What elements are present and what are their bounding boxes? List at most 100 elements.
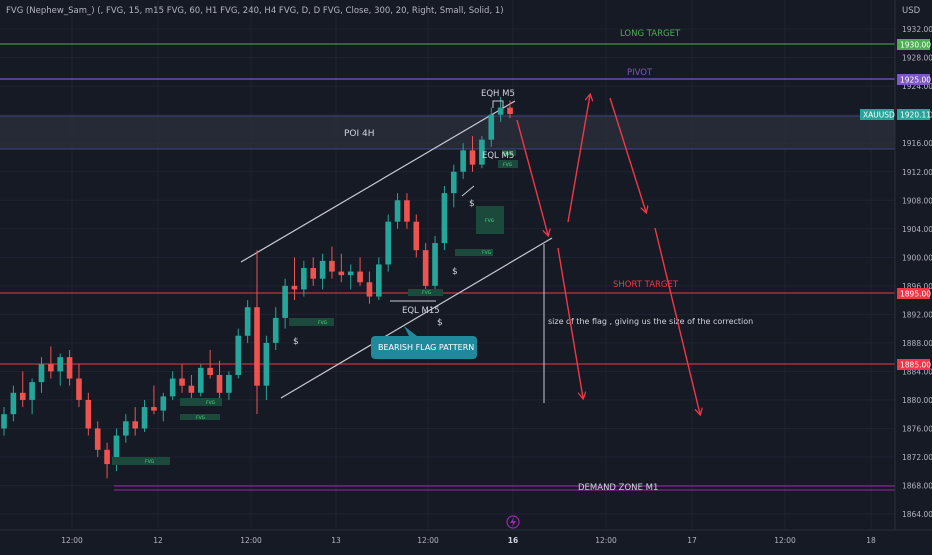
demand-zone-label: DEMAND ZONE M1	[578, 483, 658, 493]
liquidity-dollar-marker: $	[437, 318, 443, 328]
time-tick-label: 16	[508, 536, 518, 545]
candle-body[interactable]	[488, 114, 495, 140]
candle-body[interactable]	[76, 378, 82, 400]
time-axis[interactable]: 12:00 12 12:00 13 12:00 16 12:00 17 12:00 18	[0, 529, 932, 545]
time-tick-label: 12:00	[240, 536, 262, 545]
current-price-text: 1920.11	[900, 111, 931, 120]
candle-body[interactable]	[151, 407, 157, 411]
time-tick-label: 12:00	[595, 536, 617, 545]
flag-lower-trendline[interactable]	[280, 237, 553, 399]
fvg-label: FVG	[485, 218, 495, 224]
time-tick-label: 12:00	[61, 536, 83, 545]
projection-arrow-up	[567, 95, 590, 223]
candle-body[interactable]	[66, 357, 73, 379]
candle-body[interactable]	[123, 421, 129, 436]
fvg-label: FVG	[206, 400, 216, 406]
price-badge-1930-text: 1930.00	[900, 41, 931, 50]
time-tick-label: 13	[331, 536, 341, 545]
candle-body[interactable]	[263, 342, 270, 386]
candle-body[interactable]	[319, 260, 326, 279]
price-badge-1925	[897, 74, 930, 85]
fvg-box	[112, 457, 170, 465]
candle-body[interactable]	[19, 392, 26, 400]
candle-body[interactable]	[244, 307, 251, 336]
bearish-flag-callout[interactable]	[371, 336, 477, 359]
candle-body[interactable]	[507, 107, 513, 114]
projection-arrow-down	[557, 247, 583, 398]
candle-body[interactable]	[188, 385, 195, 393]
projection-arrow-down	[516, 119, 548, 235]
candle-body[interactable]	[48, 364, 54, 372]
candle-body[interactable]	[450, 171, 457, 194]
time-axis-ticks: 12:00 12 12:00 13 12:00 16 12:00 17 12:00 18	[61, 536, 876, 545]
price-tick-label: 1900.00	[902, 253, 932, 262]
candle-body[interactable]	[385, 221, 391, 265]
candle-body[interactable]	[497, 107, 504, 115]
candle-body[interactable]	[366, 282, 373, 297]
projection-arrows	[516, 95, 700, 414]
eql-m5-label: EQL M5	[482, 151, 514, 161]
candle-body[interactable]	[169, 378, 176, 397]
price-badge-1895	[897, 288, 930, 299]
candle-body[interactable]	[197, 367, 204, 393]
symbol-badge-text: XAUUSD	[863, 111, 895, 120]
lightning-icon[interactable]	[506, 515, 520, 529]
candle-body[interactable]	[413, 221, 420, 251]
candle-body[interactable]	[29, 382, 35, 400]
candle-body[interactable]	[141, 407, 148, 429]
candle-body[interactable]	[85, 399, 92, 429]
candle-body[interactable]	[272, 317, 279, 343]
indicator-legend[interactable]: FVG (Nephew_Sam_) (, FVG, 15, m15 FVG, 6…	[6, 6, 504, 16]
eqh-m5-marker	[492, 100, 504, 108]
candle-body[interactable]	[376, 264, 382, 297]
candle-body[interactable]	[291, 285, 298, 290]
candle-body[interactable]	[422, 250, 429, 286]
candle-body[interactable]	[179, 378, 185, 386]
candle-body[interactable]	[282, 285, 288, 318]
candle-body[interactable]	[469, 150, 476, 165]
price-badge-1895-text: 1895.00	[900, 290, 931, 299]
candle-body[interactable]	[301, 268, 307, 290]
projection-arrow-down	[654, 227, 700, 414]
time-tick-label: 12	[153, 536, 163, 545]
candle-body[interactable]	[38, 364, 45, 383]
candle-body[interactable]	[132, 421, 138, 429]
candle-body[interactable]	[1, 414, 7, 429]
candle-body[interactable]	[226, 374, 232, 393]
candle-body[interactable]	[394, 200, 401, 222]
candle-body[interactable]	[254, 307, 260, 386]
candle-body[interactable]	[441, 193, 448, 244]
fvg-box	[502, 150, 516, 156]
candle-body[interactable]	[104, 449, 110, 465]
candle-body[interactable]	[160, 396, 167, 411]
candle-body[interactable]	[235, 335, 242, 375]
candle-body[interactable]	[329, 260, 335, 272]
candle-body[interactable]	[338, 271, 345, 276]
fvg-box	[455, 249, 493, 256]
candle-body[interactable]	[57, 357, 64, 372]
candle-body[interactable]	[207, 367, 213, 375]
candle-body[interactable]	[460, 150, 466, 172]
price-tick-label: 1864.00	[902, 510, 932, 519]
price-tick-label: 1868.00	[902, 481, 932, 490]
candle-body[interactable]	[432, 243, 438, 286]
price-axis[interactable]: 1864.00 1868.00 1872.00 1876.00 1880.00 1884.…	[860, 0, 932, 530]
candle-body[interactable]	[404, 200, 410, 222]
currency-label: USD	[902, 6, 921, 16]
price-tick-label: 1884.00	[902, 367, 932, 376]
time-tick-label: 12:00	[417, 536, 439, 545]
candle-body[interactable]	[347, 271, 354, 276]
candle-body[interactable]	[94, 428, 101, 450]
candle-body[interactable]	[113, 435, 120, 465]
candlestick-series	[1, 96, 513, 479]
candle-body[interactable]	[357, 271, 363, 283]
candle-body[interactable]	[10, 392, 17, 415]
candle-body[interactable]	[216, 374, 223, 393]
candle-body[interactable]	[479, 139, 485, 165]
flag-upper-trendline[interactable]	[240, 100, 516, 263]
price-tick-label: 1876.00	[902, 424, 932, 433]
candle-body[interactable]	[310, 268, 317, 279]
fvg-label: FVG	[504, 151, 514, 157]
